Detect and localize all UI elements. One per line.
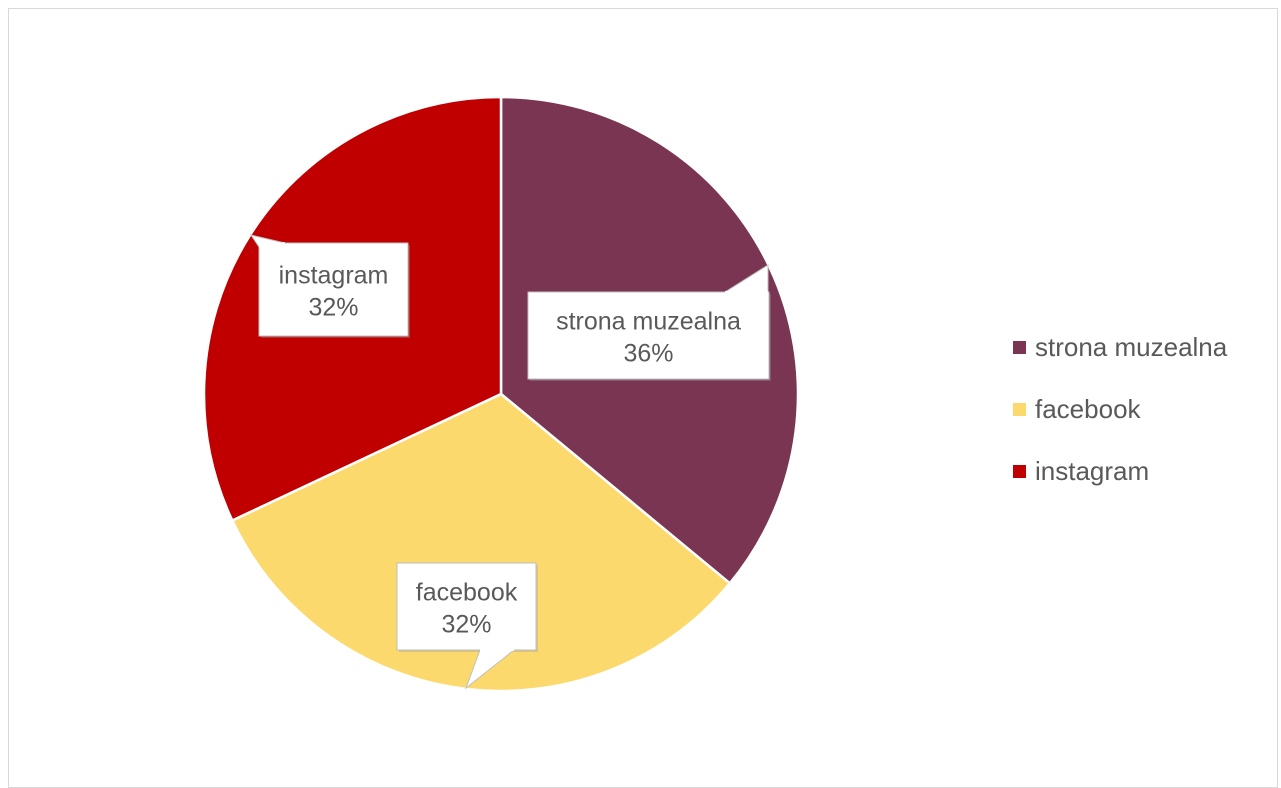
legend: strona muzealna facebook instagram (1013, 316, 1227, 502)
data-label-category: facebook (416, 579, 518, 607)
data-label-category: instagram (279, 262, 389, 290)
pie-slice-facebook (231, 392, 732, 693)
legend-swatch-facebook (1013, 402, 1026, 416)
data-label-seam (258, 242, 286, 248)
legend-item-strona-muzealna: strona muzealna (1013, 316, 1227, 378)
data-label-value: 36% (623, 340, 673, 368)
data-label-category: strona muzealna (556, 308, 741, 336)
data-label-strona-muzealna: strona muzealna 36% (527, 264, 771, 381)
legend-swatch-strona-muzealna (1013, 340, 1026, 354)
legend-item-instagram: instagram (1013, 440, 1227, 502)
callouts-layer: strona muzealna 36% facebook 32% instagram 32… (249, 234, 771, 690)
legend-label-instagram: instagram (1035, 456, 1150, 486)
legend-swatch-instagram (1013, 464, 1026, 478)
data-label-facebook: facebook 32% (396, 562, 538, 690)
data-label-instagram: instagram 32% (249, 234, 410, 338)
legend-label-strona-muzealna: strona muzealna (1035, 332, 1228, 362)
data-label-box (527, 291, 770, 380)
pie-chart: strona muzealna 36% facebook 32% instagram 32… (202, 95, 800, 693)
data-label-box (258, 242, 409, 337)
data-label-box (396, 562, 537, 651)
data-label-value: 32% (441, 611, 491, 639)
legend-label-facebook: facebook (1035, 394, 1141, 424)
legend-item-facebook: facebook (1013, 378, 1227, 440)
data-label-value: 32% (308, 294, 358, 322)
